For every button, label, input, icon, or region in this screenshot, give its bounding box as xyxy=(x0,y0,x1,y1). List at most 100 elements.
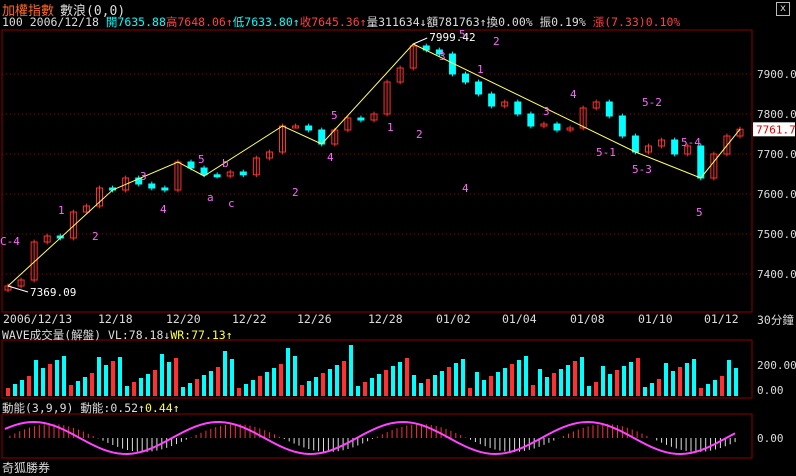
volume-bar xyxy=(419,383,423,396)
candle-body xyxy=(462,73,469,83)
volume-bar xyxy=(692,359,696,396)
volume-bar xyxy=(503,368,507,396)
wave-count-subtitle: 數浪(0,0) xyxy=(60,4,126,19)
volume-bar xyxy=(363,382,367,396)
candle-body xyxy=(135,177,143,185)
volume-bar xyxy=(524,356,528,396)
candle-body xyxy=(618,115,626,137)
price-tick-label: 7900.00 xyxy=(757,68,796,81)
volume-bar xyxy=(699,388,703,396)
volume-bar xyxy=(461,359,465,396)
volume-bar xyxy=(321,373,325,396)
candle-body xyxy=(527,113,535,127)
price-tick-label: 7600.00 xyxy=(757,188,796,201)
volume-bar xyxy=(132,382,136,396)
volume-bar xyxy=(251,380,255,396)
momentum-tick-label: 0.00 xyxy=(757,432,784,445)
wave-label: C-4 xyxy=(0,235,20,248)
low-annotation-leader xyxy=(7,285,29,293)
volume-bar xyxy=(426,379,430,396)
candle-body xyxy=(213,174,221,178)
wave-label: a xyxy=(207,191,214,204)
quote-close: 收7645.36↑ xyxy=(299,15,367,29)
wave-label: 3 xyxy=(140,170,147,183)
volume-bar xyxy=(76,381,80,396)
wave-label: 1 xyxy=(387,121,394,134)
volume-bar xyxy=(489,376,493,396)
volume-bar xyxy=(314,377,318,396)
volume-bar xyxy=(20,380,24,396)
volume-bar xyxy=(713,380,717,396)
wave-label: 5 xyxy=(198,153,205,166)
candle-body xyxy=(265,151,273,159)
volume-bar xyxy=(538,369,542,396)
wave-label: b xyxy=(222,157,229,170)
candle-body xyxy=(30,241,38,281)
candle-body xyxy=(17,279,25,287)
volume-bar xyxy=(720,376,724,396)
elliott-wave-line xyxy=(7,43,741,287)
volume-bar xyxy=(293,356,297,396)
candle-body xyxy=(96,187,103,207)
volume-bar xyxy=(566,365,570,396)
volume-bar xyxy=(601,366,605,396)
candle-body xyxy=(658,139,666,147)
volume-bar xyxy=(328,369,332,396)
momentum-line xyxy=(4,420,736,456)
candle-body xyxy=(605,101,613,117)
candle-body xyxy=(370,113,378,121)
quote-volume: 量311634↓ xyxy=(366,15,427,29)
candle-body xyxy=(200,167,208,176)
volume-bar xyxy=(181,387,185,396)
volume-bar xyxy=(83,377,87,396)
price-tick-label: 7700.00 xyxy=(757,148,796,161)
volume-bar xyxy=(55,360,59,396)
time-axis-label: 12/28 xyxy=(368,312,403,326)
volume-bar xyxy=(370,378,374,396)
volume-panel-frame xyxy=(1,339,753,399)
volume-bar xyxy=(594,382,598,396)
close-button[interactable]: x xyxy=(776,2,790,16)
volume-bar xyxy=(398,362,402,396)
volume-bar xyxy=(300,385,304,396)
volume-bar xyxy=(433,375,437,396)
time-axis-label: 01/10 xyxy=(638,312,673,326)
wave-label: 5 xyxy=(696,206,703,219)
wave-label: c xyxy=(228,197,235,210)
volume-bar xyxy=(391,366,395,396)
candle-body xyxy=(645,145,652,153)
wave-label: 2 xyxy=(292,186,299,199)
candle-body xyxy=(69,211,77,239)
wave-label: 3 xyxy=(439,50,446,63)
wave-label: 3 xyxy=(543,105,550,118)
volume-bar xyxy=(559,369,563,396)
candle-body xyxy=(239,171,247,176)
wave-label: 2 xyxy=(416,128,423,141)
volume-bar xyxy=(174,358,178,396)
volume-bar xyxy=(685,363,689,396)
volume-bar xyxy=(111,361,115,396)
volume-bar xyxy=(580,357,584,396)
footer-brand: 奇狐勝券 xyxy=(2,461,51,475)
candle-body xyxy=(631,135,639,153)
quote-change: 漲(7.33)0.10% xyxy=(592,15,681,29)
volume-bar xyxy=(34,360,38,396)
price-tick-label: 7800.00 xyxy=(757,108,796,121)
candle-body xyxy=(305,125,313,131)
volume-bar xyxy=(27,376,31,396)
quote-date: 2006/12/18 xyxy=(29,15,99,29)
volume-bar xyxy=(447,367,451,396)
candle-body xyxy=(82,205,90,213)
volume-bar xyxy=(258,376,262,396)
volume-bar xyxy=(643,387,647,396)
wave-label: 5-2 xyxy=(642,96,662,109)
wave-label: 5 xyxy=(331,109,338,122)
candle-body xyxy=(514,101,522,115)
candle-body xyxy=(684,145,692,155)
volume-bar xyxy=(405,358,409,396)
volume-bar xyxy=(496,372,500,396)
volume-bar xyxy=(244,384,248,396)
title-text: 加權指數 xyxy=(2,4,55,19)
time-axis-label: 2006/12/13 xyxy=(3,312,72,326)
period-label: 30分鐘 xyxy=(757,313,794,327)
